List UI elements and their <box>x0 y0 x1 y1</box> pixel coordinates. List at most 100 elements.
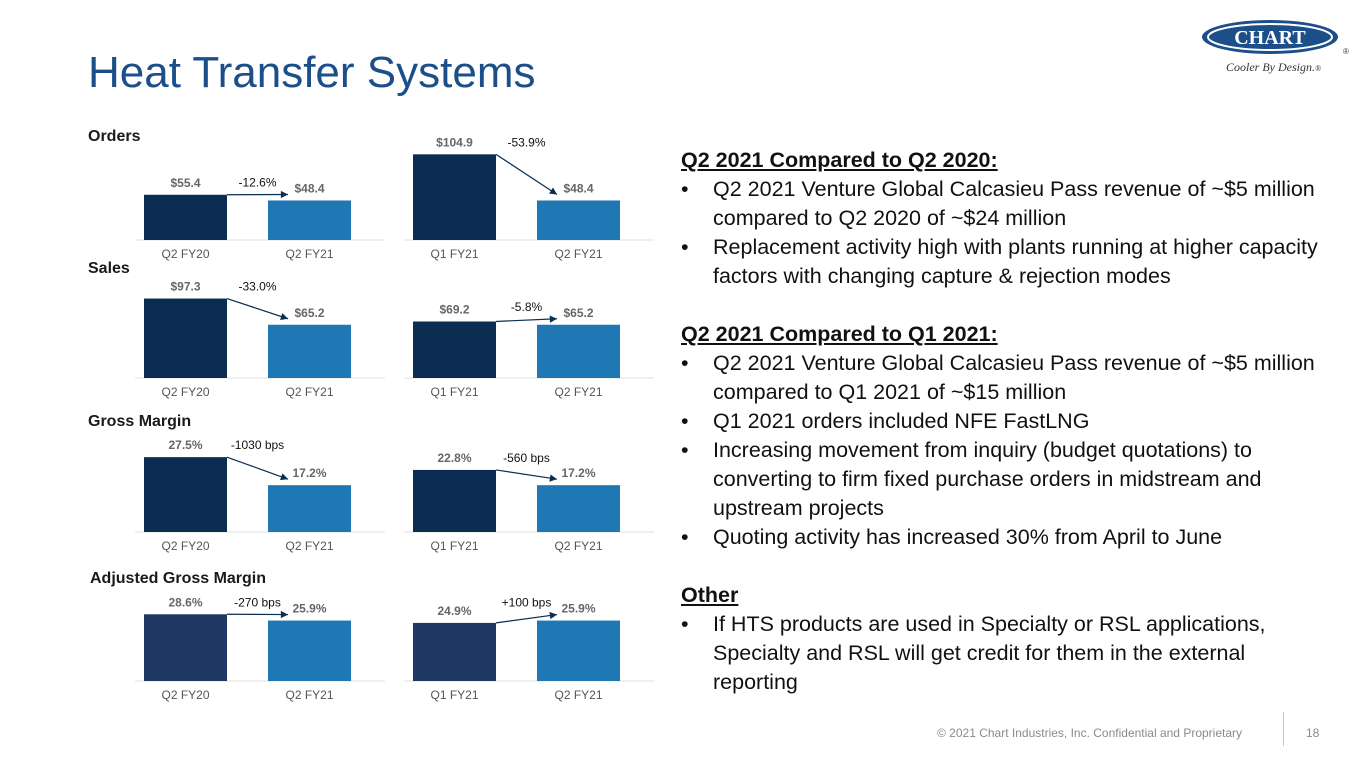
logo-wordmark: CHART <box>1234 27 1306 49</box>
bar-chart-adjusted-gross-margin-yoy: 28.6% Q2 FY20 25.9% Q2 FY21 -270 bps <box>135 595 385 702</box>
bar-q2-fy21 <box>537 485 620 532</box>
bar-q2-fy20 <box>144 194 227 240</box>
x-tick-label: Q2 FY20 <box>161 247 209 261</box>
commentary-list-q2-vs-q1: Q2 2021 Venture Global Calcasieu Pass re… <box>681 349 1331 552</box>
section-label-adjusted-gross-margin: Adjusted Gross Margin <box>90 570 267 587</box>
bar-chart-sales-qoq: $69.2 Q1 FY21 $65.2 Q2 FY21 -5.8% <box>404 300 654 399</box>
bullet-item: Quoting activity has increased 30% from … <box>681 523 1331 552</box>
data-label: 22.8% <box>437 451 471 465</box>
commentary-panel: Q2 2021 Compared to Q2 2020: Q2 2021 Ven… <box>681 146 1331 697</box>
x-tick-label: Q2 FY21 <box>285 688 333 702</box>
change-arrow <box>495 469 558 480</box>
bar-q1-fy21 <box>413 321 496 378</box>
data-label: $69.2 <box>439 302 469 316</box>
data-label: 27.5% <box>168 438 202 452</box>
bullet-item: Replacement activity high with plants ru… <box>681 233 1331 291</box>
commentary-heading-q2-vs-q1: Q2 2021 Compared to Q1 2021: <box>681 322 998 346</box>
x-tick-label: Q1 FY21 <box>430 247 478 261</box>
data-label: 25.9% <box>561 602 595 616</box>
data-label: $48.4 <box>563 181 593 195</box>
bar-chart-sales-yoy: $97.3 Q2 FY20 $65.2 Q2 FY21 -33.0% <box>135 280 385 399</box>
bullet-item: If HTS products are used in Specialty or… <box>681 610 1331 697</box>
data-label: $65.2 <box>563 306 593 320</box>
change-label: -12.6% <box>238 175 276 189</box>
change-arrow-head <box>549 187 557 195</box>
change-arrow-head <box>280 473 288 481</box>
commentary-list-other: If HTS products are used in Specialty or… <box>681 610 1331 697</box>
page-number: 18 <box>1306 726 1320 740</box>
change-arrow-head <box>280 610 288 619</box>
bar-q2-fy20 <box>144 298 227 378</box>
bullet-item: Q1 2021 orders included NFE FastLNG <box>681 407 1331 436</box>
change-arrow <box>495 318 558 323</box>
bar-chart-adjusted-gross-margin-qoq: 24.9% Q1 FY21 25.9% Q2 FY21 +100 bps <box>404 596 654 702</box>
change-label: +100 bps <box>502 596 552 610</box>
bar-chart-gross-margin-yoy: 27.5% Q2 FY20 17.2% Q2 FY21 -1030 bps <box>135 438 385 553</box>
change-label: -270 bps <box>234 595 281 609</box>
commentary-list-q2-vs-q2: Q2 2021 Venture Global Calcasieu Pass re… <box>681 175 1331 291</box>
bar-q2-fy21 <box>268 200 351 240</box>
bar-q2-fy21 <box>537 620 620 681</box>
change-label: -33.0% <box>238 280 276 294</box>
bar-q2-fy21 <box>268 324 351 378</box>
footer-copyright: © 2021 Chart Industries, Inc. Confidenti… <box>937 726 1243 740</box>
x-tick-label: Q1 FY21 <box>430 688 478 702</box>
change-arrow-head <box>280 190 288 199</box>
x-tick-label: Q2 FY21 <box>554 247 602 261</box>
commentary-heading-q2-vs-q2: Q2 2021 Compared to Q2 2020: <box>681 148 998 172</box>
bar-q2-fy21 <box>537 324 620 378</box>
x-tick-label: Q1 FY21 <box>430 539 478 553</box>
x-tick-label: Q2 FY21 <box>554 539 602 553</box>
bar-q2-fy20 <box>144 614 227 681</box>
data-label: $55.4 <box>170 176 200 190</box>
x-tick-label: Q2 FY21 <box>285 247 333 261</box>
data-label: 17.2% <box>292 466 326 480</box>
bar-q2-fy20 <box>144 457 227 532</box>
data-label: 28.6% <box>168 595 202 609</box>
x-tick-label: Q1 FY21 <box>430 385 478 399</box>
section-label-sales: Sales <box>88 260 130 277</box>
change-arrow-head <box>549 474 557 482</box>
bar-q2-fy21 <box>268 620 351 681</box>
change-label: -1030 bps <box>231 438 284 452</box>
data-label: $104.9 <box>436 135 473 149</box>
logo-tagline: Cooler By Design.® <box>1226 60 1322 74</box>
section-label-orders: Orders <box>88 128 141 145</box>
change-arrow <box>495 153 558 195</box>
change-arrow-head <box>280 313 288 320</box>
bullet-item: Q2 2021 Venture Global Calcasieu Pass re… <box>681 175 1331 233</box>
x-tick-label: Q2 FY20 <box>161 688 209 702</box>
bar-chart-orders-yoy: $55.4 Q2 FY20 $48.4 Q2 FY21 -12.6% <box>135 175 385 261</box>
change-label: -53.9% <box>507 135 545 149</box>
x-tick-label: Q2 FY20 <box>161 539 209 553</box>
bar-q1-fy21 <box>413 154 496 240</box>
chart-logo: CHART ® <box>1202 20 1349 56</box>
bar-q2-fy21 <box>268 485 351 532</box>
logo-registered: ® <box>1343 47 1349 56</box>
bar-q2-fy21 <box>537 200 620 240</box>
data-label: $97.3 <box>170 280 200 294</box>
bar-q1-fy21 <box>413 622 496 681</box>
bar-chart-orders-qoq: $104.9 Q1 FY21 $48.4 Q2 FY21 -53.9% <box>404 135 654 261</box>
change-label: -5.8% <box>511 300 543 314</box>
section-label-gross-margin: Gross Margin <box>88 413 192 430</box>
commentary-heading-other: Other <box>681 583 739 607</box>
data-label: 24.9% <box>437 604 471 618</box>
bullet-item: Increasing movement from inquiry (budget… <box>681 436 1331 523</box>
change-arrow <box>495 613 558 624</box>
bullet-item: Q2 2021 Venture Global Calcasieu Pass re… <box>681 349 1331 407</box>
x-tick-label: Q2 FY20 <box>161 385 209 399</box>
bar-chart-gross-margin-qoq: 22.8% Q1 FY21 17.2% Q2 FY21 -560 bps <box>404 451 654 553</box>
change-arrow-head <box>549 611 557 620</box>
change-arrow <box>226 297 289 320</box>
page-title: Heat Transfer Systems <box>88 48 536 97</box>
footer-divider <box>1283 712 1284 746</box>
data-label: $48.4 <box>294 181 324 195</box>
x-tick-label: Q2 FY21 <box>285 385 333 399</box>
change-label: -560 bps <box>503 451 550 465</box>
data-label: $65.2 <box>294 306 324 320</box>
x-tick-label: Q2 FY21 <box>554 688 602 702</box>
change-arrow <box>226 456 289 480</box>
bar-q1-fy21 <box>413 469 496 532</box>
data-label: 25.9% <box>292 602 326 616</box>
